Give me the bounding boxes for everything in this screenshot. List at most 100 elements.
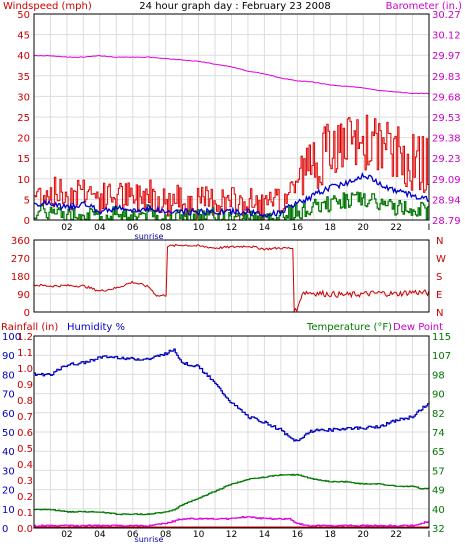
temperature-tick-label: 74 (432, 428, 445, 439)
rainfall-tick-label: 0.1 (17, 508, 33, 519)
rainfall-tick-label: 0.0 (17, 524, 33, 535)
compass-tick-label: N (436, 236, 443, 247)
hour-tick-label: 08 (160, 530, 172, 540)
hour-tick-label: I (428, 530, 431, 540)
humidity-tick-label: 90 (2, 351, 15, 362)
windspeed-tick-label: 5 (24, 195, 30, 206)
chart-title: 24 hour graph day : February 23 2008 (139, 1, 330, 12)
windspeed-tick-label: 50 (17, 10, 30, 21)
wind-barometer-panel: Windspeed (mph) 24 hour graph day : Febr… (3, 1, 462, 241)
temperature-tick-label: 107 (432, 351, 451, 362)
hour-tick-label: 12 (226, 530, 237, 540)
barometer-tick-label: 29.53 (432, 113, 461, 124)
temperature-ticks: 32 40 49 57 65 74 82 90 98 107 115 (432, 332, 451, 535)
wind-frame (33, 13, 430, 221)
compass-tick-label: S (436, 272, 442, 283)
hour-tick-label: 18 (325, 223, 337, 233)
compass-tick-label: E (436, 290, 442, 301)
hour-tick-label: 04 (94, 223, 106, 233)
humidity-line (34, 348, 430, 442)
hour-tick-label: 22 (390, 530, 401, 540)
windspeed-tick-label: 40 (17, 51, 30, 62)
windspeed-tick-label: 15 (17, 154, 30, 165)
wind-series (33, 54, 430, 221)
humidity-tick-label: 60 (2, 409, 15, 420)
hour-tick-label: 10 (193, 530, 205, 540)
hour-tick-label: 20 (357, 223, 369, 233)
humidity-tick-label: 70 (2, 390, 15, 401)
barometer-tick-label: 28.94 (432, 195, 461, 206)
hour-tick-label: 08 (160, 223, 172, 233)
windspeed-ticks: 0 5 10 15 20 25 30 35 40 45 50 (17, 10, 30, 227)
rainfall-tick-label: 0.2 (17, 492, 33, 503)
rainfall-tick-label: 0.9 (17, 380, 33, 391)
wind-direction-line (33, 243, 430, 314)
climate-panel: Rainfall (in) Humidity % Temperature (°F… (1, 322, 451, 544)
humidity-tick-label: 50 (2, 428, 15, 439)
direction-tick-label: 180 (11, 272, 30, 283)
windspeed-axis-label: Windspeed (mph) (3, 1, 92, 12)
temperature-tick-label: 98 (432, 370, 445, 381)
temperature-line (34, 473, 430, 516)
temperature-tick-label: 40 (432, 505, 445, 516)
windspeed-tick-label: 10 (17, 175, 30, 186)
direction-tick-label: 360 (11, 236, 30, 247)
rainfall-tick-label: 1.2 (17, 332, 33, 343)
hour-tick-label: 06 (127, 223, 139, 233)
hour-tick-label: 12 (226, 223, 237, 233)
climate-grid (34, 336, 429, 528)
wind-average-line (33, 171, 429, 219)
barometer-tick-label: 30.27 (432, 10, 461, 21)
direction-grid (34, 240, 429, 312)
humidity-tick-label: 20 (2, 486, 15, 497)
direction-tick-label: 90 (17, 290, 30, 301)
hour-tick-label: 16 (292, 530, 304, 540)
barometer-tick-label: 30.12 (432, 31, 461, 42)
barometer-line (33, 54, 429, 95)
direction-tick-label: 0 (24, 308, 30, 319)
rainfall-tick-label: 1.0 (17, 364, 33, 375)
windspeed-tick-label: 20 (17, 134, 30, 145)
windspeed-tick-label: 35 (17, 72, 30, 83)
barometer-ticks: 28.79 28.94 29.09 29.23 29.38 29.53 29.68 29.83… (432, 10, 461, 227)
hour-tick-label: 14 (259, 223, 271, 233)
hour-tick-label: 16 (292, 223, 304, 233)
hour-tick-label: 06 (127, 530, 139, 540)
hour-tick-label: 22 (390, 223, 401, 233)
humidity-tick-label: 10 (2, 505, 15, 516)
rainfall-tick-label: 0.8 (17, 396, 33, 407)
rainfall-tick-label: 0.4 (17, 460, 33, 471)
barometer-tick-label: 29.97 (432, 51, 461, 62)
sunrise-label: sunrise (135, 232, 164, 241)
barometer-tick-label: 29.09 (432, 175, 461, 186)
windspeed-tick-label: 0 (24, 216, 30, 227)
climate-hour-ticks: 02 04 06 08 10 12 14 16 18 20 22 I (61, 530, 430, 540)
humidity-axis-label: Humidity % (67, 322, 125, 333)
hour-ticks: 02 04 06 08 10 12 14 16 18 20 22 I (61, 223, 430, 233)
rainfall-tick-label: 0.6 (17, 428, 33, 439)
humidity-tick-label: 30 (2, 466, 15, 477)
barometer-axis-label: Barometer (in.) (386, 1, 462, 12)
humidity-tick-label: 40 (2, 447, 15, 458)
rainfall-tick-label: 0.7 (17, 412, 33, 423)
hour-tick-label: 18 (325, 530, 337, 540)
barometer-tick-label: 29.38 (432, 134, 461, 145)
direction-degree-ticks: 0 90 180 270 360 (11, 236, 30, 319)
rainfall-tick-label: 1.1 (17, 348, 33, 359)
temperature-tick-label: 49 (432, 486, 445, 497)
climate-frame (33, 335, 430, 529)
hour-tick-label: 04 (94, 530, 106, 540)
direction-tick-label: 270 (11, 254, 30, 265)
hour-tick-label: 10 (193, 223, 205, 233)
humidity-tick-label: 80 (2, 370, 15, 381)
barometer-tick-label: 29.23 (432, 154, 461, 165)
temperature-tick-label: 65 (432, 447, 445, 458)
temperature-tick-label: 57 (432, 466, 445, 477)
temperature-tick-label: 115 (432, 332, 451, 343)
hour-tick-label: 20 (357, 530, 369, 540)
windspeed-tick-label: 30 (17, 92, 30, 103)
rainfall-tick-label: 0.3 (17, 476, 33, 487)
humidity-tick-label: 100 (2, 332, 21, 343)
